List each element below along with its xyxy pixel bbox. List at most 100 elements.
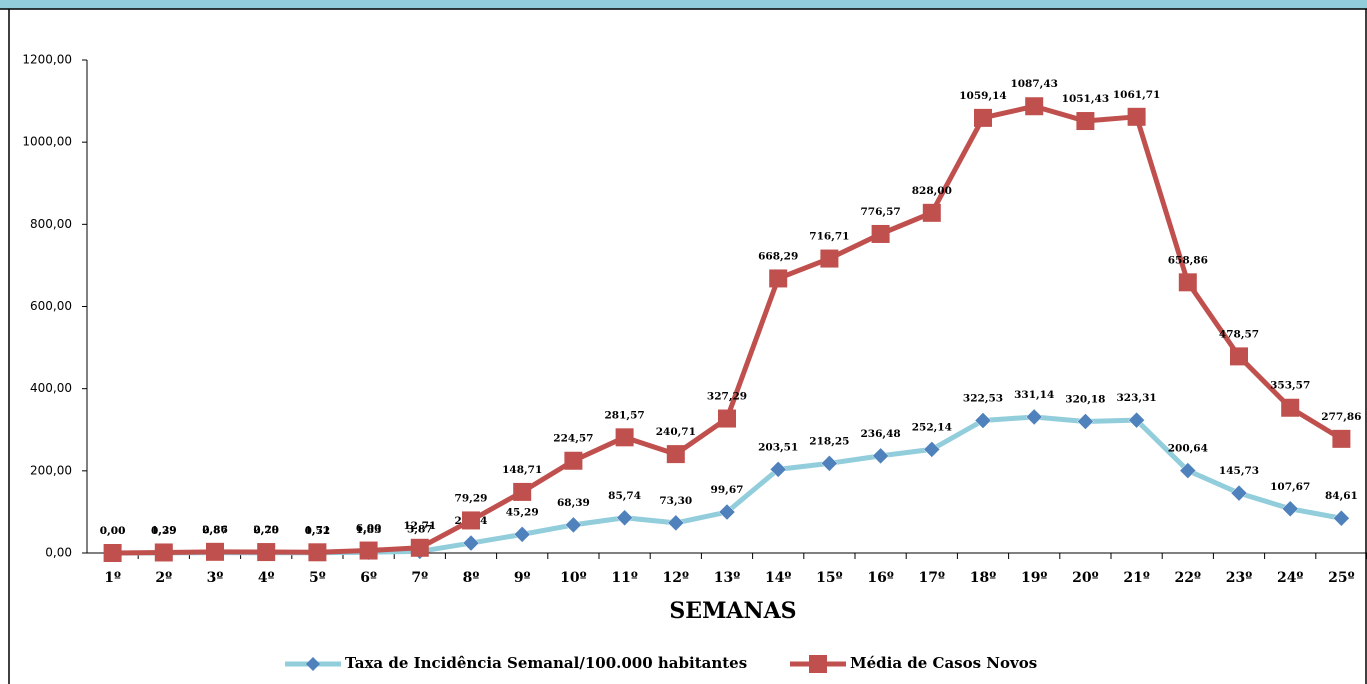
marker (974, 108, 992, 127)
data-label: 277,86 (1321, 411, 1361, 423)
x-tick-label: 6º (360, 570, 377, 586)
data-label: 0,52 (305, 525, 331, 537)
data-label: 331,14 (1014, 389, 1054, 401)
marker (1332, 429, 1351, 448)
data-label: 0,39 (151, 525, 177, 537)
y-tick-label: 600,00 (30, 299, 72, 313)
data-label: 0,00 (100, 525, 126, 537)
data-label: 236,48 (861, 428, 901, 440)
data-label: 6,00 (356, 523, 382, 535)
marker (1333, 509, 1350, 527)
data-label: 12,71 (403, 520, 436, 532)
data-label: 1,83 (356, 524, 382, 536)
marker (666, 445, 685, 464)
legend-marker (809, 655, 827, 673)
marker (1230, 347, 1248, 366)
data-label: 200,64 (1168, 443, 1208, 455)
marker (257, 543, 276, 562)
data-label: 323,31 (1117, 392, 1157, 404)
data-label: 0,00 (100, 525, 126, 537)
x-tick-label: 4º (258, 570, 275, 586)
x-tick-label: 13º (714, 570, 740, 586)
marker (769, 461, 787, 478)
x-tick-label: 21º (1123, 570, 1149, 586)
data-label: 1,29 (151, 524, 177, 536)
marker (1128, 411, 1145, 429)
x-tick-label: 8º (463, 570, 480, 586)
x-tick-label: 14º (765, 570, 791, 586)
marker (667, 514, 685, 532)
top-band (0, 0, 1367, 9)
x-tick-label: 1º (104, 570, 121, 586)
marker (462, 511, 480, 530)
legend-marker (306, 657, 320, 671)
x-tick-label: 5º (309, 570, 326, 586)
data-label: 145,73 (1219, 465, 1259, 477)
marker (1281, 398, 1300, 417)
legend-label: Média de Casos Novos (850, 654, 1037, 672)
x-tick-label: 17º (919, 570, 945, 586)
marker (769, 269, 788, 288)
marker (154, 543, 173, 562)
data-label: 1061,71 (1113, 89, 1161, 101)
x-tick-label: 19º (1021, 570, 1047, 586)
x-tick-label: 2º (155, 570, 172, 586)
data-label: 281,57 (605, 409, 645, 421)
marker (1179, 462, 1197, 479)
data-label: 79,29 (455, 492, 488, 504)
data-label: 0,87 (202, 525, 228, 537)
data-label: 716,71 (809, 231, 849, 243)
marker (821, 454, 838, 472)
data-label: 99,67 (711, 484, 744, 496)
x-tick-label: 18º (970, 570, 996, 586)
x-axis-title: SEMANAS (669, 598, 796, 624)
data-label: 1087,43 (1010, 78, 1058, 90)
x-tick-label: 23º (1226, 570, 1252, 586)
data-label: 73,30 (659, 495, 692, 507)
marker (103, 544, 122, 562)
marker (718, 409, 736, 428)
y-tick-label: 1000,00 (22, 135, 72, 149)
data-label: 85,74 (608, 490, 641, 502)
data-label: 45,29 (506, 506, 539, 518)
marker (564, 451, 583, 470)
marker (1230, 484, 1248, 502)
marker (206, 542, 224, 561)
x-tick-label: 7º (411, 570, 428, 586)
data-label: 148,71 (502, 464, 542, 476)
marker (615, 428, 634, 447)
x-tick-label: 12º (663, 570, 689, 586)
y-tick-label: 400,00 (30, 381, 72, 395)
marker (513, 482, 532, 501)
marker (513, 526, 531, 543)
data-label: 668,29 (758, 250, 798, 262)
y-tick-label: 0,00 (45, 546, 72, 560)
data-label: 218,25 (809, 435, 849, 447)
marker (1281, 500, 1299, 518)
x-tick-label: 11º (611, 570, 637, 586)
marker (462, 534, 480, 552)
x-tick-label: 15º (816, 570, 842, 586)
marker (872, 447, 889, 465)
data-label: 68,39 (557, 497, 590, 509)
marker (410, 538, 429, 557)
data-label: 1051,43 (1062, 93, 1110, 105)
data-label: 320,18 (1065, 393, 1105, 405)
data-label: 478,57 (1219, 328, 1259, 340)
x-tick-label: 16º (867, 570, 893, 586)
marker (565, 516, 582, 534)
data-label: 828,00 (912, 185, 952, 197)
marker (871, 224, 890, 243)
x-tick-label: 9º (514, 570, 531, 586)
marker (616, 509, 633, 527)
data-label: 107,67 (1270, 481, 1310, 493)
y-tick-label: 1200,00 (22, 53, 72, 67)
data-label: 322,53 (963, 392, 1003, 404)
marker (1127, 107, 1146, 126)
data-label: 2,86 (202, 524, 228, 536)
marker (359, 541, 378, 560)
y-tick-label: 200,00 (30, 463, 72, 477)
data-label: 0,70 (253, 525, 279, 537)
marker (820, 249, 839, 268)
x-tick-label: 20º (1072, 570, 1098, 586)
